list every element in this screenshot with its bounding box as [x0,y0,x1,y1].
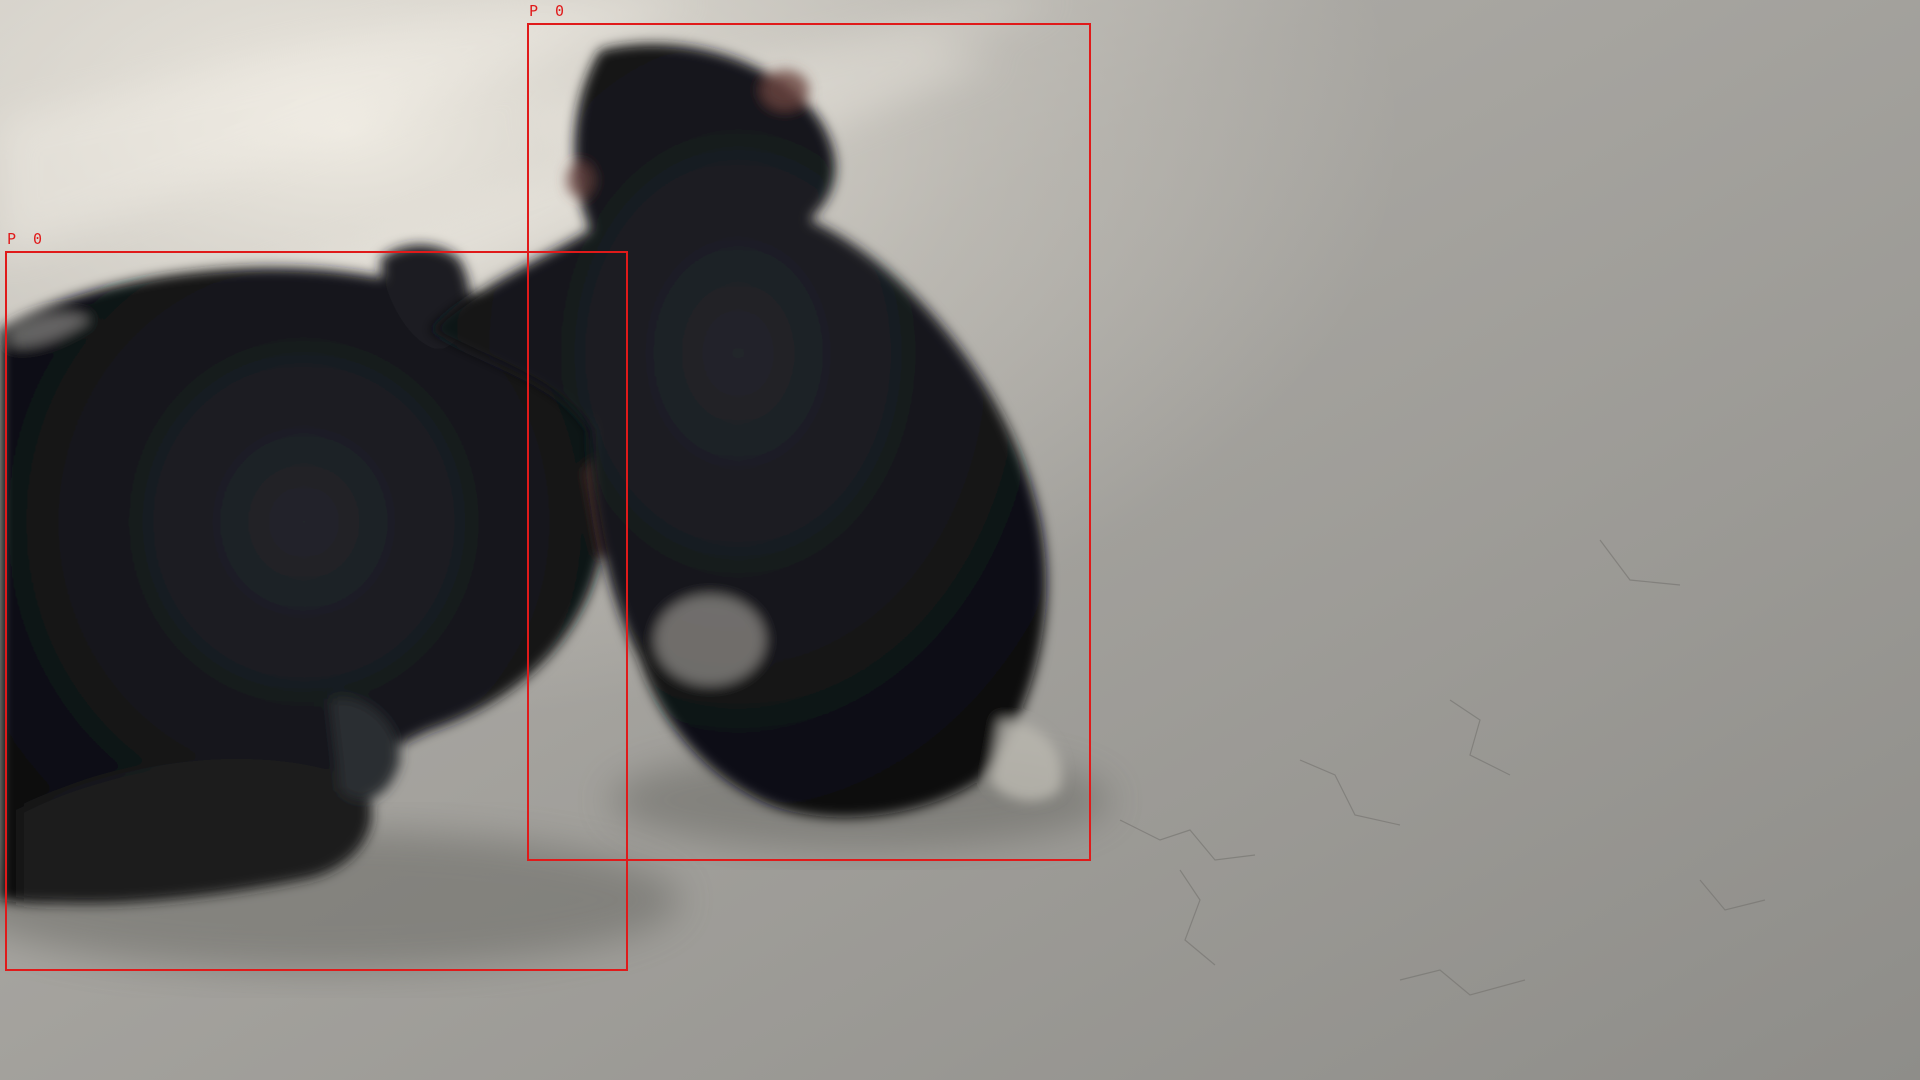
annotation-label: P 0 [7,230,47,248]
chimpanzee-lying [0,245,651,904]
annotation-box: P 0 [527,2,1091,861]
chimpanzee-sitting [430,43,1062,818]
annotation-box: P 0 [5,230,628,971]
floor-cracks [1119,539,1766,996]
annotation-label: P 0 [529,2,569,20]
